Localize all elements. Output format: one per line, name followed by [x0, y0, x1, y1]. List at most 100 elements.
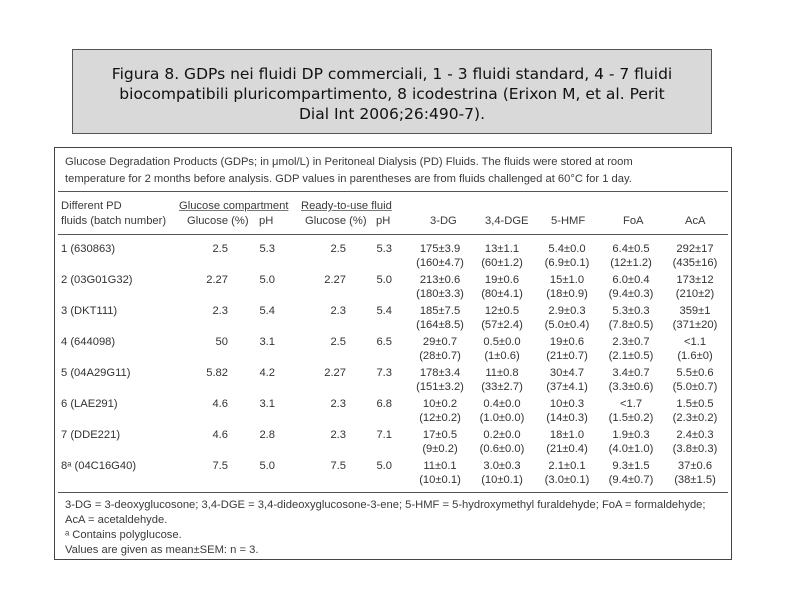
- cell-foa-challenged: (9.4±0.3): [608, 288, 654, 300]
- cell-dg: 17±0.5: [422, 429, 458, 441]
- table-title-line-1: Glucose Degradation Products (GDPs; in μ…: [65, 156, 633, 168]
- cell-dge: 11±0.8: [485, 367, 519, 379]
- cell-aca-challenged: (210±2): [675, 288, 715, 300]
- cell-dge-challenged: (0.6±0.0): [479, 443, 525, 455]
- cell-dg-challenged: (9±0.2): [422, 443, 458, 455]
- caption-line-2: biocompatibili pluricompartimento, 8 ico…: [119, 85, 665, 103]
- cell-dg: 213±0.6: [419, 274, 461, 286]
- cell-dg-challenged: (180±3.3): [416, 288, 464, 300]
- cell-p1: 3.1: [259, 398, 275, 410]
- cell-aca-challenged: (5.0±0.7): [672, 381, 718, 393]
- table-title-line-2: temperature for 2 months before analysis…: [65, 173, 632, 185]
- cell-aca: 37±0.6: [677, 460, 713, 472]
- cell-foa-challenged: (1.5±0.2): [608, 412, 654, 424]
- cell-foa: 2.3±0.7: [612, 336, 650, 348]
- cell-p2: 5.3: [376, 243, 392, 255]
- header-fluid-line-1: Different PD: [61, 200, 122, 212]
- cell-g2: 2.27: [324, 367, 346, 379]
- cell-dge-challenged: (1±0.6): [484, 350, 520, 362]
- cell-dg: 175±3.9: [419, 243, 461, 255]
- cell-dg: 11±0.1: [423, 460, 457, 472]
- cell-dge: 12±0.5: [484, 305, 520, 317]
- caption-line-3: Dial Int 2006;26:490-7).: [299, 105, 485, 123]
- cell-hmf-challenged: (6.9±0.1): [544, 257, 590, 269]
- cell-dge: 0.4±0.0: [483, 398, 521, 410]
- cell-p1: 2.8: [259, 429, 275, 441]
- footnote-values: Values are given as mean±SEM: n = 3.: [65, 544, 259, 556]
- header-rule: [58, 234, 728, 235]
- table-title: Glucose Degradation Products (GDPs; in μ…: [65, 154, 633, 188]
- cell-g2: 2.5: [330, 243, 346, 255]
- cell-hmf-challenged: (21±0.4): [546, 443, 588, 455]
- cell-hmf: 30±4.7: [549, 367, 585, 379]
- cell-fluid: 2 (03G01G32): [61, 274, 133, 286]
- cell-foa-challenged: (12±1.2): [610, 257, 652, 269]
- gdp-table: Glucose Degradation Products (GDPs; in μ…: [54, 147, 732, 560]
- cell-p1: 5.0: [259, 274, 275, 286]
- cell-dge: 0.5±0.0: [483, 336, 521, 348]
- cell-aca: 173±12: [676, 274, 714, 286]
- cell-dg-challenged: (160±4.7): [416, 257, 464, 269]
- cell-dg-challenged: (151±3.2): [416, 381, 464, 393]
- cell-aca-challenged: (1.6±0): [677, 350, 713, 362]
- cell-dge-challenged: (80±4.1): [481, 288, 523, 300]
- cell-dg: 29±0.7: [422, 336, 458, 348]
- cell-g2: 2.5: [330, 336, 346, 348]
- cell-p2: 5.0: [376, 460, 392, 472]
- cell-fluid: 1 (630863): [61, 243, 116, 255]
- cell-g1: 50: [215, 336, 228, 348]
- cell-hmf: 2.9±0.3: [548, 305, 586, 317]
- header-fluid-line-2: fluids (batch number): [61, 215, 167, 227]
- cell-foa-challenged: (3.3±0.6): [608, 381, 654, 393]
- cell-g1: 4.6: [212, 398, 228, 410]
- cell-foa-challenged: (7.8±0.5): [608, 319, 654, 331]
- cell-foa: 3.4±0.7: [612, 367, 650, 379]
- cell-dge-challenged: (10±0.1): [481, 474, 523, 486]
- cell-foa-challenged: (4.0±1.0): [608, 443, 654, 455]
- table-footnotes: 3-DG = 3-deoxyglucosone; 3,4-DGE = 3,4-d…: [65, 498, 706, 558]
- header-5hmf: 5-HMF: [551, 215, 586, 227]
- cell-p1: 4.2: [259, 367, 275, 379]
- cell-hmf: 2.1±0.1: [548, 460, 586, 472]
- header-ph-1: pH: [259, 215, 274, 227]
- cell-p1: 5.3: [259, 243, 275, 255]
- cell-g2: 7.5: [330, 460, 346, 472]
- cell-foa: 6.4±0.5: [612, 243, 650, 255]
- cell-g2: 2.3: [330, 305, 346, 317]
- cell-dg-challenged: (28±0.7): [419, 350, 461, 362]
- cell-fluid: 4 (644098): [61, 336, 116, 348]
- cell-g1: 2.3: [212, 305, 228, 317]
- cell-aca-challenged: (371±20): [672, 319, 718, 331]
- bottom-rule: [58, 492, 728, 493]
- cell-hmf-challenged: (18±0.9): [546, 288, 588, 300]
- cell-dge: 19±0.6: [484, 274, 520, 286]
- cell-dg: 178±3.4: [419, 367, 461, 379]
- cell-p1: 5.4: [259, 305, 275, 317]
- cell-foa-challenged: (2.1±0.5): [608, 350, 654, 362]
- caption-line-1: Figura 8. GDPs nei fluidi DP commerciali…: [111, 65, 673, 83]
- cell-foa: 1.9±0.3: [612, 429, 650, 441]
- cell-fluid: 6 (LAE291): [61, 398, 118, 410]
- cell-g1: 7.5: [212, 460, 228, 472]
- cell-hmf-challenged: (21±0.7): [546, 350, 588, 362]
- header-glucose-compartment: Glucose compartment: [179, 200, 289, 212]
- cell-p1: 3.1: [259, 336, 275, 348]
- header-foa: FoA: [623, 215, 644, 227]
- cell-foa: <1.7: [619, 398, 643, 410]
- footnote-polyglucose: ᵃ Contains polyglucose.: [65, 529, 182, 541]
- cell-fluid: 7 (DDE221): [61, 429, 121, 441]
- cell-fluid: 5 (04A29G11): [61, 367, 131, 379]
- cell-p2: 6.5: [376, 336, 392, 348]
- cell-aca: 359±1: [679, 305, 711, 317]
- cell-fluid: 8ᵃ (04C16G40): [61, 460, 137, 472]
- cell-dg-challenged: (12±0.2): [419, 412, 461, 424]
- cell-hmf: 18±1.0: [549, 429, 585, 441]
- cell-aca: <1.1: [683, 336, 707, 348]
- cell-foa: 9.3±1.5: [612, 460, 650, 472]
- header-glucose-2: Glucose (%): [305, 215, 367, 227]
- cell-dg: 10±0.2: [422, 398, 458, 410]
- header-ph-2: pH: [376, 215, 391, 227]
- cell-g1: 2.5: [212, 243, 228, 255]
- figure-caption: Figura 8. GDPs nei fluidi DP commerciali…: [72, 49, 712, 134]
- cell-fluid: 3 (DKT111): [61, 305, 118, 317]
